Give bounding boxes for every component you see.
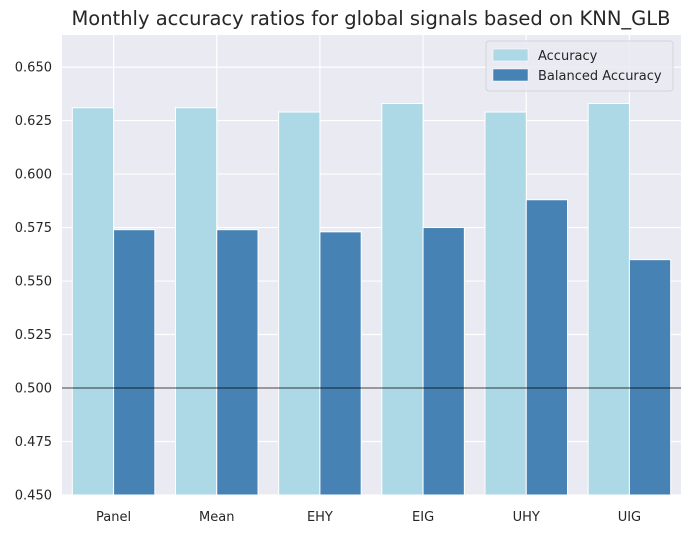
legend-label: Balanced Accuracy <box>538 69 662 84</box>
x-tick-label: EHY <box>307 510 333 525</box>
y-tick-label: 0.625 <box>15 114 52 129</box>
y-tick-label: 0.575 <box>15 221 52 236</box>
bar-balanced-accuracy-ehy <box>319 231 362 496</box>
plot-area <box>62 35 681 495</box>
bar-accuracy-panel <box>71 107 115 496</box>
legend: Accuracy Balanced Accuracy <box>485 40 674 92</box>
y-tick-label: 0.450 <box>15 489 52 504</box>
bar-accuracy-uig <box>587 102 630 496</box>
bar-balanced-accuracy-panel <box>113 229 156 496</box>
bar-accuracy-mean <box>174 107 218 496</box>
y-tick-label: 0.475 <box>15 435 52 450</box>
bar-accuracy-ehy <box>278 111 321 496</box>
x-tick-label: Panel <box>96 510 131 525</box>
legend-label: Accuracy <box>538 49 598 64</box>
bar-accuracy-eig <box>381 102 424 496</box>
bar-balanced-accuracy-uhy <box>525 199 569 496</box>
y-tick-label: 0.550 <box>15 275 52 290</box>
x-tick-label: UHY <box>513 510 540 525</box>
x-tick-label: EIG <box>412 510 434 525</box>
x-axis: Panel Mean EHY EIG UHY UIG <box>96 510 641 525</box>
y-tick-label: 0.650 <box>15 61 52 76</box>
bars <box>71 102 672 496</box>
legend-box <box>485 40 674 92</box>
bar-accuracy-uhy <box>484 111 527 496</box>
y-tick-label: 0.600 <box>15 168 52 183</box>
bar-balanced-accuracy-mean <box>216 229 259 496</box>
bar-balanced-accuracy-uig <box>628 259 672 496</box>
bar-balanced-accuracy-eig <box>422 227 465 496</box>
legend-swatch <box>492 68 529 82</box>
y-axis: 0.450 0.475 0.500 0.525 0.550 0.575 0.600 0.625… <box>15 61 52 504</box>
y-tick-label: 0.500 <box>15 382 52 397</box>
legend-swatch <box>492 48 529 62</box>
x-tick-label: Mean <box>199 510 234 525</box>
chart-title: Monthly accuracy ratios for global signa… <box>71 7 670 30</box>
x-tick-label: UIG <box>618 510 641 525</box>
y-tick-label: 0.525 <box>15 328 52 343</box>
